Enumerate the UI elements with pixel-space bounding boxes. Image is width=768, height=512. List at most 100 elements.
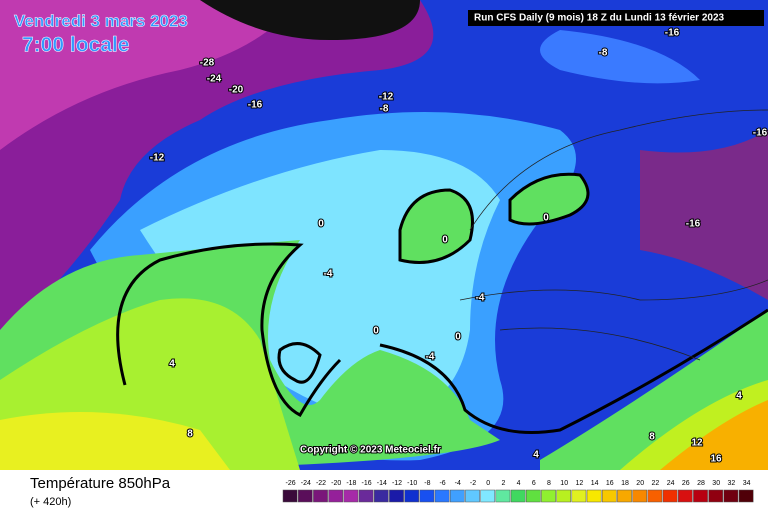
scale-label: 26 [682, 480, 690, 487]
scale-label: -10 [407, 480, 417, 487]
contour-label: -12 [150, 153, 165, 164]
scale-label: -24 [301, 480, 311, 487]
scale-label: -18 [346, 480, 356, 487]
map [0, 0, 768, 470]
scale-label: 12 [576, 480, 584, 487]
scale-swatch [510, 489, 526, 503]
scale-swatch [708, 489, 724, 503]
scale-swatch [571, 489, 587, 503]
scale-label: 14 [591, 480, 599, 487]
scale-swatch [586, 489, 602, 503]
contour-label: -16 [753, 128, 768, 139]
scale-label: 34 [743, 480, 751, 487]
run-box [468, 10, 764, 26]
scale-swatch [693, 489, 708, 503]
scale-label: 30 [712, 480, 720, 487]
contour-label: 4 [169, 359, 175, 370]
scale-label: 32 [728, 480, 736, 487]
cold-region [540, 30, 700, 84]
contour-label: 8 [649, 432, 655, 443]
contour-label: 0 [318, 219, 324, 230]
scale-swatch [495, 489, 511, 503]
contour-label: 8 [187, 429, 193, 440]
contour-label: 0 [543, 213, 549, 224]
scale-label: 28 [697, 480, 705, 487]
contour-label: -16 [686, 219, 701, 230]
scale-swatch [632, 489, 648, 503]
cold-region [640, 130, 768, 300]
coldest-region [200, 0, 420, 40]
contour-label: 4 [533, 450, 539, 461]
scale-label: 8 [547, 480, 551, 487]
zero-isotherm [379, 308, 768, 434]
cold-region [0, 0, 300, 150]
scale-label: 0 [486, 480, 490, 487]
scale-swatch [328, 489, 344, 503]
scale-swatch [647, 489, 663, 503]
scale-label: 18 [621, 480, 629, 487]
time: 7:00 locale [22, 34, 129, 57]
scale-label: -2 [470, 480, 476, 487]
contour-label: -8 [599, 48, 608, 59]
scale-swatch [358, 489, 374, 503]
contour-label: -20 [229, 85, 244, 96]
scale-swatch [541, 489, 556, 503]
contour-label: -4 [476, 293, 485, 304]
scale-label: -8 [424, 480, 430, 487]
scale-swatch [601, 489, 617, 503]
scale-swatch [282, 489, 298, 503]
contour-label: -8 [380, 104, 389, 115]
scale-swatch [723, 489, 739, 503]
contour-label: 0 [373, 326, 379, 337]
contour-label: 12 [691, 438, 703, 449]
scale-swatch [525, 489, 541, 503]
scale-swatch [662, 489, 678, 503]
scale-label: 2 [501, 480, 505, 487]
scale-label: 16 [606, 480, 614, 487]
scale-swatch [389, 489, 404, 503]
scale-swatch [419, 489, 435, 503]
scale-swatch [404, 489, 420, 503]
zero-isotherm [277, 342, 322, 384]
scale-swatch [480, 489, 496, 503]
scale-label: -26 [286, 480, 296, 487]
scale-label: -4 [455, 480, 461, 487]
scale-swatch [677, 489, 693, 503]
scale-swatch [343, 489, 359, 503]
scale-swatch [556, 489, 572, 503]
contour-label: -16 [665, 28, 680, 39]
copyright: Copyright © 2023 Meteociel.fr [300, 445, 441, 456]
scale-label: -22 [316, 480, 326, 487]
scale-swatch [373, 489, 389, 503]
contour-label: -4 [324, 269, 333, 280]
hot-region [660, 400, 768, 470]
scale-swatch [449, 489, 465, 503]
scale-label: 6 [532, 480, 536, 487]
contour-label: -16 [248, 100, 263, 111]
scale-label: -12 [392, 480, 402, 487]
scale-swatch [617, 489, 632, 503]
scale-label: -14 [377, 480, 387, 487]
lead-time: (+ 420h) [30, 496, 71, 508]
run-info: Run CFS Daily (9 mois) 18 Z du Lundi 13 … [474, 13, 725, 24]
warm-patch [508, 172, 590, 226]
contour-label: 0 [442, 235, 448, 246]
contour-labels: -28-24-20-16-12-8-12-8-16-16-16000-4-400… [149, 27, 768, 466]
scale-label: 24 [667, 480, 675, 487]
scale-swatch [434, 489, 450, 503]
contour-label: 16 [710, 454, 722, 465]
scale-label: 20 [636, 480, 644, 487]
warm-patch [398, 188, 474, 264]
coastline [459, 109, 768, 361]
scale-label: -16 [362, 480, 372, 487]
zero-isotherm [116, 242, 342, 417]
scale-swatch [297, 489, 313, 503]
footer-title: Température 850hPa [30, 475, 171, 492]
date: Vendredi 3 mars 2023 [14, 11, 188, 30]
contour-label: -28 [200, 58, 215, 69]
color-scale: -26 -24 -22 -20 -18 -16 -14 -12 -10 -8 -6 -4 -2 0 2 4 6 8… [282, 480, 754, 503]
scale-label: -20 [331, 480, 341, 487]
warm-region [0, 412, 230, 470]
scale-label: 22 [652, 480, 660, 487]
